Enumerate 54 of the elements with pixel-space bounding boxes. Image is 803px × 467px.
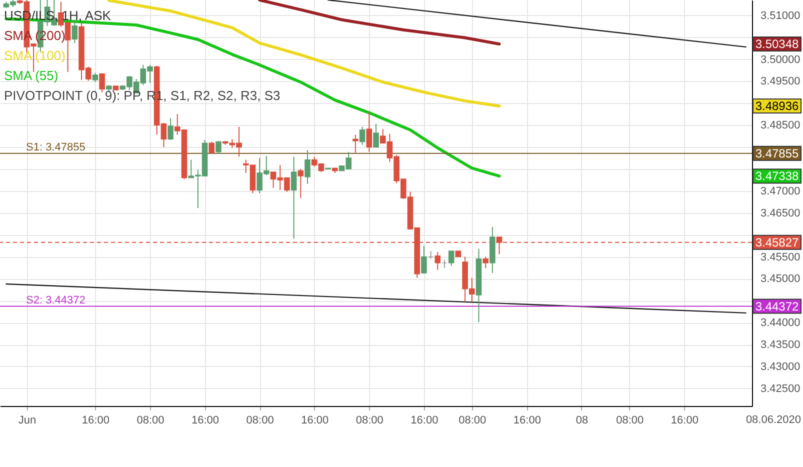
- y-tick-label: 3.43500: [760, 339, 800, 352]
- x-tick-label: 16:00: [670, 414, 698, 426]
- y-tick-label: 3.43000: [760, 360, 800, 373]
- candlestick: [92, 72, 98, 83]
- candlestick: [304, 150, 310, 184]
- text: 08.06.2020: [746, 414, 801, 426]
- x-tick-label: 16:00: [192, 414, 220, 426]
- candlestick: [448, 250, 454, 266]
- candlestick: [359, 126, 366, 146]
- text: SMA (100): [4, 48, 66, 63]
- y-tick-label: 3.46500: [760, 207, 800, 220]
- y-tick-label: 3.49500: [760, 76, 800, 88]
- x-tick-label: 16:00: [82, 414, 110, 426]
- y-tick-label: 3.47000: [760, 185, 800, 198]
- candlestick: [482, 256, 488, 269]
- candlestick: [352, 134, 358, 154]
- candlestick: [421, 245, 427, 274]
- x-tick-label: Jun: [18, 414, 36, 426]
- line-series: [258, 0, 501, 46]
- text: 3.45827: [755, 235, 800, 250]
- candlestick: [99, 73, 105, 93]
- y-tick-label: 3.51000: [760, 10, 800, 22]
- text: 3.50348: [755, 36, 800, 51]
- x-tick-label: 08:00: [136, 414, 164, 426]
- x-tick-label: 08:00: [246, 414, 274, 426]
- x-tick-label: 16:00: [513, 414, 541, 426]
- text: 3.44372: [755, 299, 800, 314]
- y-tick-label: 3.45000: [760, 273, 800, 286]
- candlestick: [216, 140, 222, 155]
- candlestick: [434, 251, 441, 270]
- x-tick-label: 16:00: [301, 414, 329, 426]
- candlestick: [373, 123, 379, 148]
- text: 3.48936: [755, 98, 800, 113]
- text: SMA (55): [4, 68, 58, 83]
- candlestick: [428, 250, 434, 260]
- y-tick-label: 3.50000: [760, 54, 800, 66]
- x-tick-label: 08:00: [356, 414, 384, 426]
- x-tick-label: 08: [576, 414, 588, 426]
- x-tick-label: 08:00: [616, 414, 644, 426]
- ref-line-label: S1: 3.47855: [26, 141, 86, 154]
- y-tick-label: 3.48500: [760, 120, 800, 132]
- text: 3.47338: [755, 169, 800, 184]
- y-tick-label: 3.44000: [760, 317, 800, 330]
- y-tick-label: 3.42500: [760, 382, 800, 395]
- candlestick: [290, 156, 297, 240]
- ref-line-label: S2: 3.44372: [26, 294, 86, 306]
- candlestick: [208, 141, 215, 155]
- text: 3.47855: [755, 146, 800, 160]
- x-tick-label: 16:00: [410, 414, 438, 426]
- candlestick: [366, 111, 372, 152]
- x-tick-label: 08:00: [458, 414, 486, 426]
- candlestick: [298, 168, 304, 198]
- candlestick: [168, 118, 174, 141]
- y-tick-label: 3.45500: [760, 251, 800, 264]
